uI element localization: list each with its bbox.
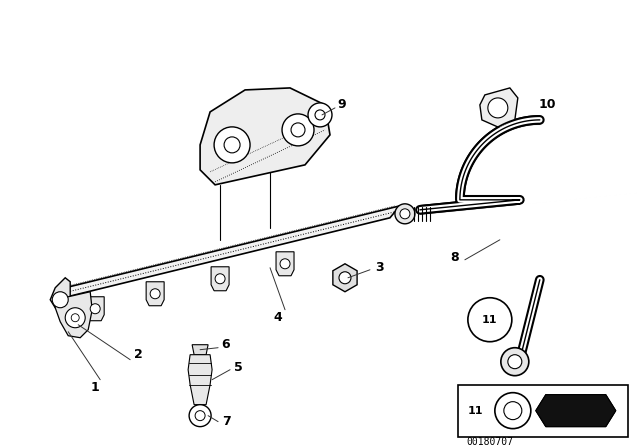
Text: 11: 11: [468, 405, 484, 416]
Circle shape: [189, 405, 211, 426]
Polygon shape: [192, 345, 208, 355]
Text: 5: 5: [234, 361, 243, 374]
Text: 00180707: 00180707: [467, 437, 513, 447]
Polygon shape: [536, 395, 616, 426]
Polygon shape: [276, 252, 294, 276]
Polygon shape: [211, 267, 229, 291]
Circle shape: [195, 411, 205, 421]
Circle shape: [315, 110, 325, 120]
Circle shape: [282, 114, 314, 146]
Circle shape: [215, 274, 225, 284]
Circle shape: [468, 298, 512, 342]
Circle shape: [214, 127, 250, 163]
Text: 7: 7: [221, 415, 230, 428]
Circle shape: [224, 137, 240, 153]
Circle shape: [495, 392, 531, 429]
Text: 3: 3: [376, 261, 384, 274]
Text: 9: 9: [338, 99, 346, 112]
Polygon shape: [333, 264, 357, 292]
Circle shape: [150, 289, 160, 299]
Polygon shape: [55, 206, 400, 300]
Text: 10: 10: [539, 99, 557, 112]
Polygon shape: [536, 395, 616, 426]
Circle shape: [71, 314, 79, 322]
Circle shape: [291, 123, 305, 137]
Circle shape: [501, 348, 529, 376]
Circle shape: [280, 259, 290, 269]
Circle shape: [395, 204, 415, 224]
Text: 8: 8: [451, 251, 459, 264]
Bar: [458, 385, 628, 437]
Polygon shape: [55, 292, 92, 338]
Circle shape: [339, 272, 351, 284]
Circle shape: [488, 98, 508, 118]
Text: 2: 2: [134, 348, 143, 361]
Text: 4: 4: [274, 311, 282, 324]
Polygon shape: [50, 278, 70, 316]
Polygon shape: [188, 355, 212, 405]
Circle shape: [90, 304, 100, 314]
Polygon shape: [86, 297, 104, 321]
Circle shape: [508, 355, 522, 369]
Polygon shape: [200, 88, 330, 185]
Polygon shape: [146, 282, 164, 306]
Text: 11: 11: [482, 315, 498, 325]
Text: 6: 6: [221, 338, 229, 351]
Text: 1: 1: [91, 381, 100, 394]
Circle shape: [400, 209, 410, 219]
Circle shape: [308, 103, 332, 127]
Polygon shape: [480, 88, 518, 128]
Circle shape: [65, 308, 85, 328]
Circle shape: [52, 292, 68, 308]
Circle shape: [504, 402, 522, 420]
